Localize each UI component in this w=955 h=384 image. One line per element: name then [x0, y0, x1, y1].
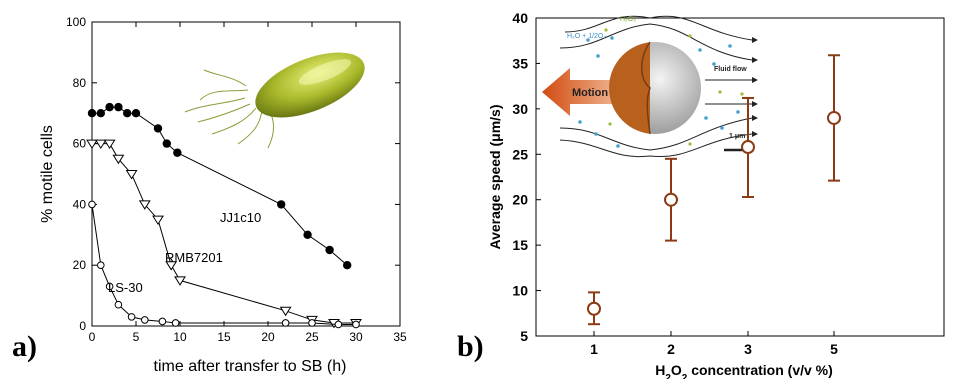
data-point-RMB7201	[138, 200, 151, 210]
data-point-LS-30	[127, 313, 136, 321]
data-point-JJ1c10	[105, 102, 114, 112]
x-tick-label-a: 25	[305, 330, 319, 344]
bacterium-illustration	[184, 52, 365, 149]
data-point-RMB7201	[174, 276, 186, 286]
data-point-JJ1c10	[114, 102, 123, 112]
y-tick-label-b: 40	[512, 10, 528, 26]
x-tick-label-a: 10	[173, 330, 187, 344]
data-point-LS-30	[158, 317, 167, 326]
x-axis-label-b: H2O2 concentration (v/v %)	[655, 362, 833, 379]
x-tick-label-a: 0	[89, 330, 96, 344]
data-point-JJ1c10	[343, 261, 352, 270]
data-point-JJ1c10	[131, 109, 141, 118]
data-point-RMB7201	[279, 306, 292, 317]
x-tick-label-b: 2	[667, 341, 675, 357]
y-axis-label-b: Average speed (μm/s)	[487, 105, 503, 250]
data-point-JJ1c10	[96, 109, 106, 118]
x-axis-label-b-part: O	[671, 362, 682, 378]
x-tick-label-a: 20	[261, 330, 275, 344]
plot-frame-b	[535, 17, 945, 337]
data-point-JJ1c10	[173, 148, 182, 157]
x-axis-label-b-part: concentration (v/v %)	[687, 362, 832, 378]
y-tick-label-a: 80	[73, 76, 87, 90]
data-point-LS-30	[114, 300, 123, 309]
x-tick-label-a: 30	[349, 330, 363, 344]
y-tick-label-b: 15	[512, 237, 528, 253]
y-axis-label-a: % motile cells	[39, 125, 56, 223]
scale-bar-label: 1 μm	[729, 133, 745, 140]
series-line-LS-30	[91, 204, 356, 325]
data-point-LS-30	[308, 319, 316, 327]
molecule-dots	[578, 36, 740, 148]
panel-a: 0 5 10 15 20 25 30 35 0 20 40 60 80 100 time after tra…	[12, 15, 407, 375]
data-point-RMB7201	[165, 261, 178, 271]
data-point-RMB7201	[94, 139, 107, 150]
y-tick-label-a: 0	[79, 319, 86, 333]
series-b	[587, 54, 841, 326]
y-tick-label-b: 35	[512, 55, 528, 71]
data-point-RMB7201	[86, 139, 98, 150]
x-axis-label-b-part: H	[655, 362, 665, 378]
y-tick-label-b: 25	[512, 146, 528, 162]
panel-label-a: a)	[12, 330, 37, 363]
fluid-flow-label: Fluid flow	[714, 66, 747, 73]
data-point-RMB7201	[125, 170, 138, 180]
data-point-LS-30	[334, 320, 343, 329]
data-point	[741, 140, 755, 155]
x-tick-label-a: 15	[217, 330, 231, 344]
data-point	[827, 110, 841, 125]
y-tick-label-b: 20	[512, 192, 528, 208]
x-tick-label-b: 5	[830, 341, 838, 357]
x-tick-label-b: 3	[744, 341, 752, 357]
series-label-RMB7201: RMB7201	[165, 250, 223, 265]
series-label-JJ1c10: JJ1c10	[220, 210, 261, 225]
data-point-RMB7201	[103, 139, 116, 150]
x-axis-label-b-subscript: 2	[665, 373, 671, 380]
motion-label: Motion	[572, 87, 608, 99]
data-point-JJ1c10	[153, 124, 163, 133]
h2o2-label: H₂O₂	[620, 16, 636, 23]
y-tick-label-a: 100	[66, 15, 86, 29]
data-point-RMB7201	[112, 154, 125, 165]
data-point	[664, 192, 678, 207]
data-point-LS-30	[105, 282, 114, 291]
x-tick-label-b: 1	[590, 341, 598, 357]
series-a: JJ1c10 RMB7201 LS-30	[86, 102, 362, 329]
y-tick-label-b: 30	[512, 101, 528, 117]
x-tick-label-a: 5	[133, 330, 140, 344]
data-point-JJ1c10	[123, 109, 132, 118]
data-point-LS-30	[171, 319, 180, 327]
data-point	[587, 301, 601, 316]
data-point-JJ1c10	[325, 245, 334, 255]
y-tick-label-a: 60	[73, 137, 87, 151]
panel-label-b: b)	[457, 330, 484, 363]
data-point-LS-30	[281, 319, 290, 327]
y-tick-label-b: 5	[520, 328, 528, 344]
data-point-JJ1c10	[277, 200, 286, 209]
data-point-LS-30	[88, 200, 96, 209]
x-tick-label-a: 35	[393, 330, 407, 344]
products-label: H₂O + 1/2O₂	[567, 33, 606, 40]
plot-frame-a	[91, 21, 401, 327]
data-point-JJ1c10	[162, 139, 171, 148]
y-tick-label-a: 40	[73, 197, 87, 211]
y-tick-label-a: 20	[73, 258, 87, 272]
data-point-JJ1c10	[303, 230, 312, 239]
janus-motor-illustration: Motion H₂O + 1/2O₂ H₂O₂ Fluid flow 1 μm	[540, 15, 785, 158]
data-point-LS-30	[97, 261, 105, 270]
axes-a: 0 5 10 15 20 25 30 35 0 20 40 60 80 100 time after tra…	[39, 15, 407, 375]
data-point-JJ1c10	[87, 109, 97, 118]
y-tick-label-b: 10	[512, 283, 528, 299]
data-point-RMB7201	[152, 215, 164, 226]
series-label-LS-30: LS-30	[108, 280, 143, 295]
x-axis-label-b-subscript: 2	[682, 373, 688, 380]
x-axis-label-a: time after transfer to SB (h)	[154, 358, 347, 375]
data-point-LS-30	[352, 320, 360, 329]
data-point-LS-30	[141, 316, 149, 324]
